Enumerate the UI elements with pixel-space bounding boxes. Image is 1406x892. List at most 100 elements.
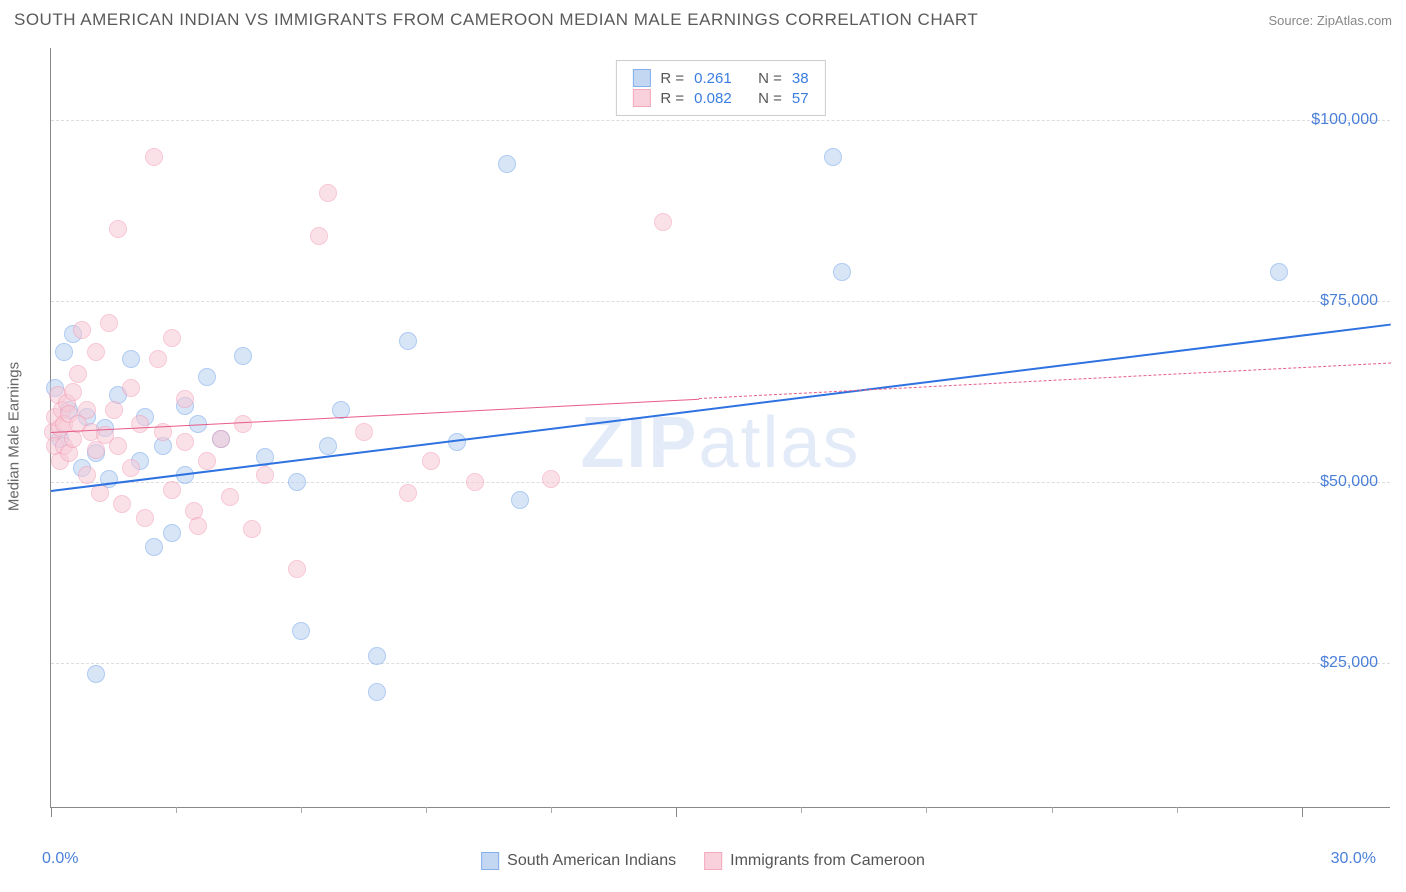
data-point	[198, 452, 216, 470]
data-point	[466, 473, 484, 491]
data-point	[105, 401, 123, 419]
legend-bottom: South American Indians Immigrants from Ca…	[481, 852, 925, 870]
data-point	[64, 383, 82, 401]
n-label: N =	[758, 90, 782, 107]
x-tick-major	[676, 807, 677, 817]
x-axis-min-label: 0.0%	[42, 850, 78, 868]
legend-bottom-item: South American Indians	[481, 852, 676, 870]
data-point	[234, 347, 252, 365]
x-axis-max-label: 30.0%	[1331, 850, 1376, 868]
r-value: 0.261	[694, 70, 748, 87]
y-tick-label: $25,000	[1320, 654, 1378, 672]
data-point	[78, 401, 96, 419]
series-name: Immigrants from Cameroon	[730, 852, 925, 870]
data-point	[654, 213, 672, 231]
legend-top-row: R = 0.082 N = 57	[632, 89, 808, 107]
x-tick-minor	[301, 807, 302, 813]
data-point	[833, 263, 851, 281]
series-name: South American Indians	[507, 852, 676, 870]
data-point	[69, 365, 87, 383]
x-tick-minor	[1052, 807, 1053, 813]
data-point	[149, 350, 167, 368]
data-point	[542, 470, 560, 488]
data-point	[55, 343, 73, 361]
n-label: N =	[758, 70, 782, 87]
legend-swatch	[632, 69, 650, 87]
data-point	[163, 524, 181, 542]
r-value: 0.082	[694, 90, 748, 107]
data-point	[87, 343, 105, 361]
data-point	[256, 466, 274, 484]
legend-top-row: R = 0.261 N = 38	[632, 69, 808, 87]
data-point	[243, 520, 261, 538]
trend-line	[51, 323, 1391, 491]
data-point	[176, 433, 194, 451]
data-point	[136, 509, 154, 527]
legend-swatch	[632, 89, 650, 107]
x-tick-major	[51, 807, 52, 817]
data-point	[1270, 263, 1288, 281]
data-point	[73, 321, 91, 339]
data-point	[422, 452, 440, 470]
x-tick-minor	[1177, 807, 1178, 813]
data-point	[100, 314, 118, 332]
plot-region: ZIPatlas R = 0.261 N = 38 R = 0.082 N = 57 $25,…	[50, 48, 1390, 808]
n-value: 57	[792, 90, 809, 107]
data-point	[368, 683, 386, 701]
data-point	[176, 390, 194, 408]
gridline	[51, 301, 1390, 302]
data-point	[212, 430, 230, 448]
legend-swatch	[704, 852, 722, 870]
data-point	[448, 433, 466, 451]
data-point	[221, 488, 239, 506]
data-point	[319, 437, 337, 455]
y-axis-label: Median Male Earnings	[6, 362, 23, 511]
data-point	[310, 227, 328, 245]
data-point	[131, 415, 149, 433]
legend-top: R = 0.261 N = 38 R = 0.082 N = 57	[615, 60, 825, 116]
data-point	[113, 495, 131, 513]
chart-title: SOUTH AMERICAN INDIAN VS IMMIGRANTS FROM…	[14, 10, 978, 30]
data-point	[145, 148, 163, 166]
data-point	[91, 484, 109, 502]
chart-area: ZIPatlas R = 0.261 N = 38 R = 0.082 N = 57 $25,…	[50, 48, 1390, 808]
data-point	[292, 622, 310, 640]
n-value: 38	[792, 70, 809, 87]
data-point	[189, 517, 207, 535]
data-point	[122, 459, 140, 477]
watermark: ZIPatlas	[580, 402, 860, 484]
y-tick-label: $100,000	[1311, 111, 1378, 129]
data-point	[288, 473, 306, 491]
data-point	[78, 466, 96, 484]
data-point	[198, 368, 216, 386]
data-point	[234, 415, 252, 433]
x-tick-minor	[426, 807, 427, 813]
x-tick-major	[1302, 807, 1303, 817]
data-point	[109, 220, 127, 238]
data-point	[145, 538, 163, 556]
data-point	[122, 350, 140, 368]
data-point	[319, 184, 337, 202]
data-point	[368, 647, 386, 665]
legend-swatch	[481, 852, 499, 870]
y-tick-label: $75,000	[1320, 292, 1378, 310]
data-point	[163, 329, 181, 347]
data-point	[824, 148, 842, 166]
gridline	[51, 663, 1390, 664]
data-point	[399, 484, 417, 502]
data-point	[163, 481, 181, 499]
data-point	[399, 332, 417, 350]
data-point	[288, 560, 306, 578]
data-point	[109, 437, 127, 455]
x-tick-minor	[801, 807, 802, 813]
source-label: Source: ZipAtlas.com	[1268, 13, 1392, 28]
r-label: R =	[660, 90, 684, 107]
r-label: R =	[660, 70, 684, 87]
y-tick-label: $50,000	[1320, 473, 1378, 491]
data-point	[511, 491, 529, 509]
data-point	[498, 155, 516, 173]
x-tick-minor	[551, 807, 552, 813]
data-point	[87, 665, 105, 683]
x-tick-minor	[176, 807, 177, 813]
legend-bottom-item: Immigrants from Cameroon	[704, 852, 925, 870]
